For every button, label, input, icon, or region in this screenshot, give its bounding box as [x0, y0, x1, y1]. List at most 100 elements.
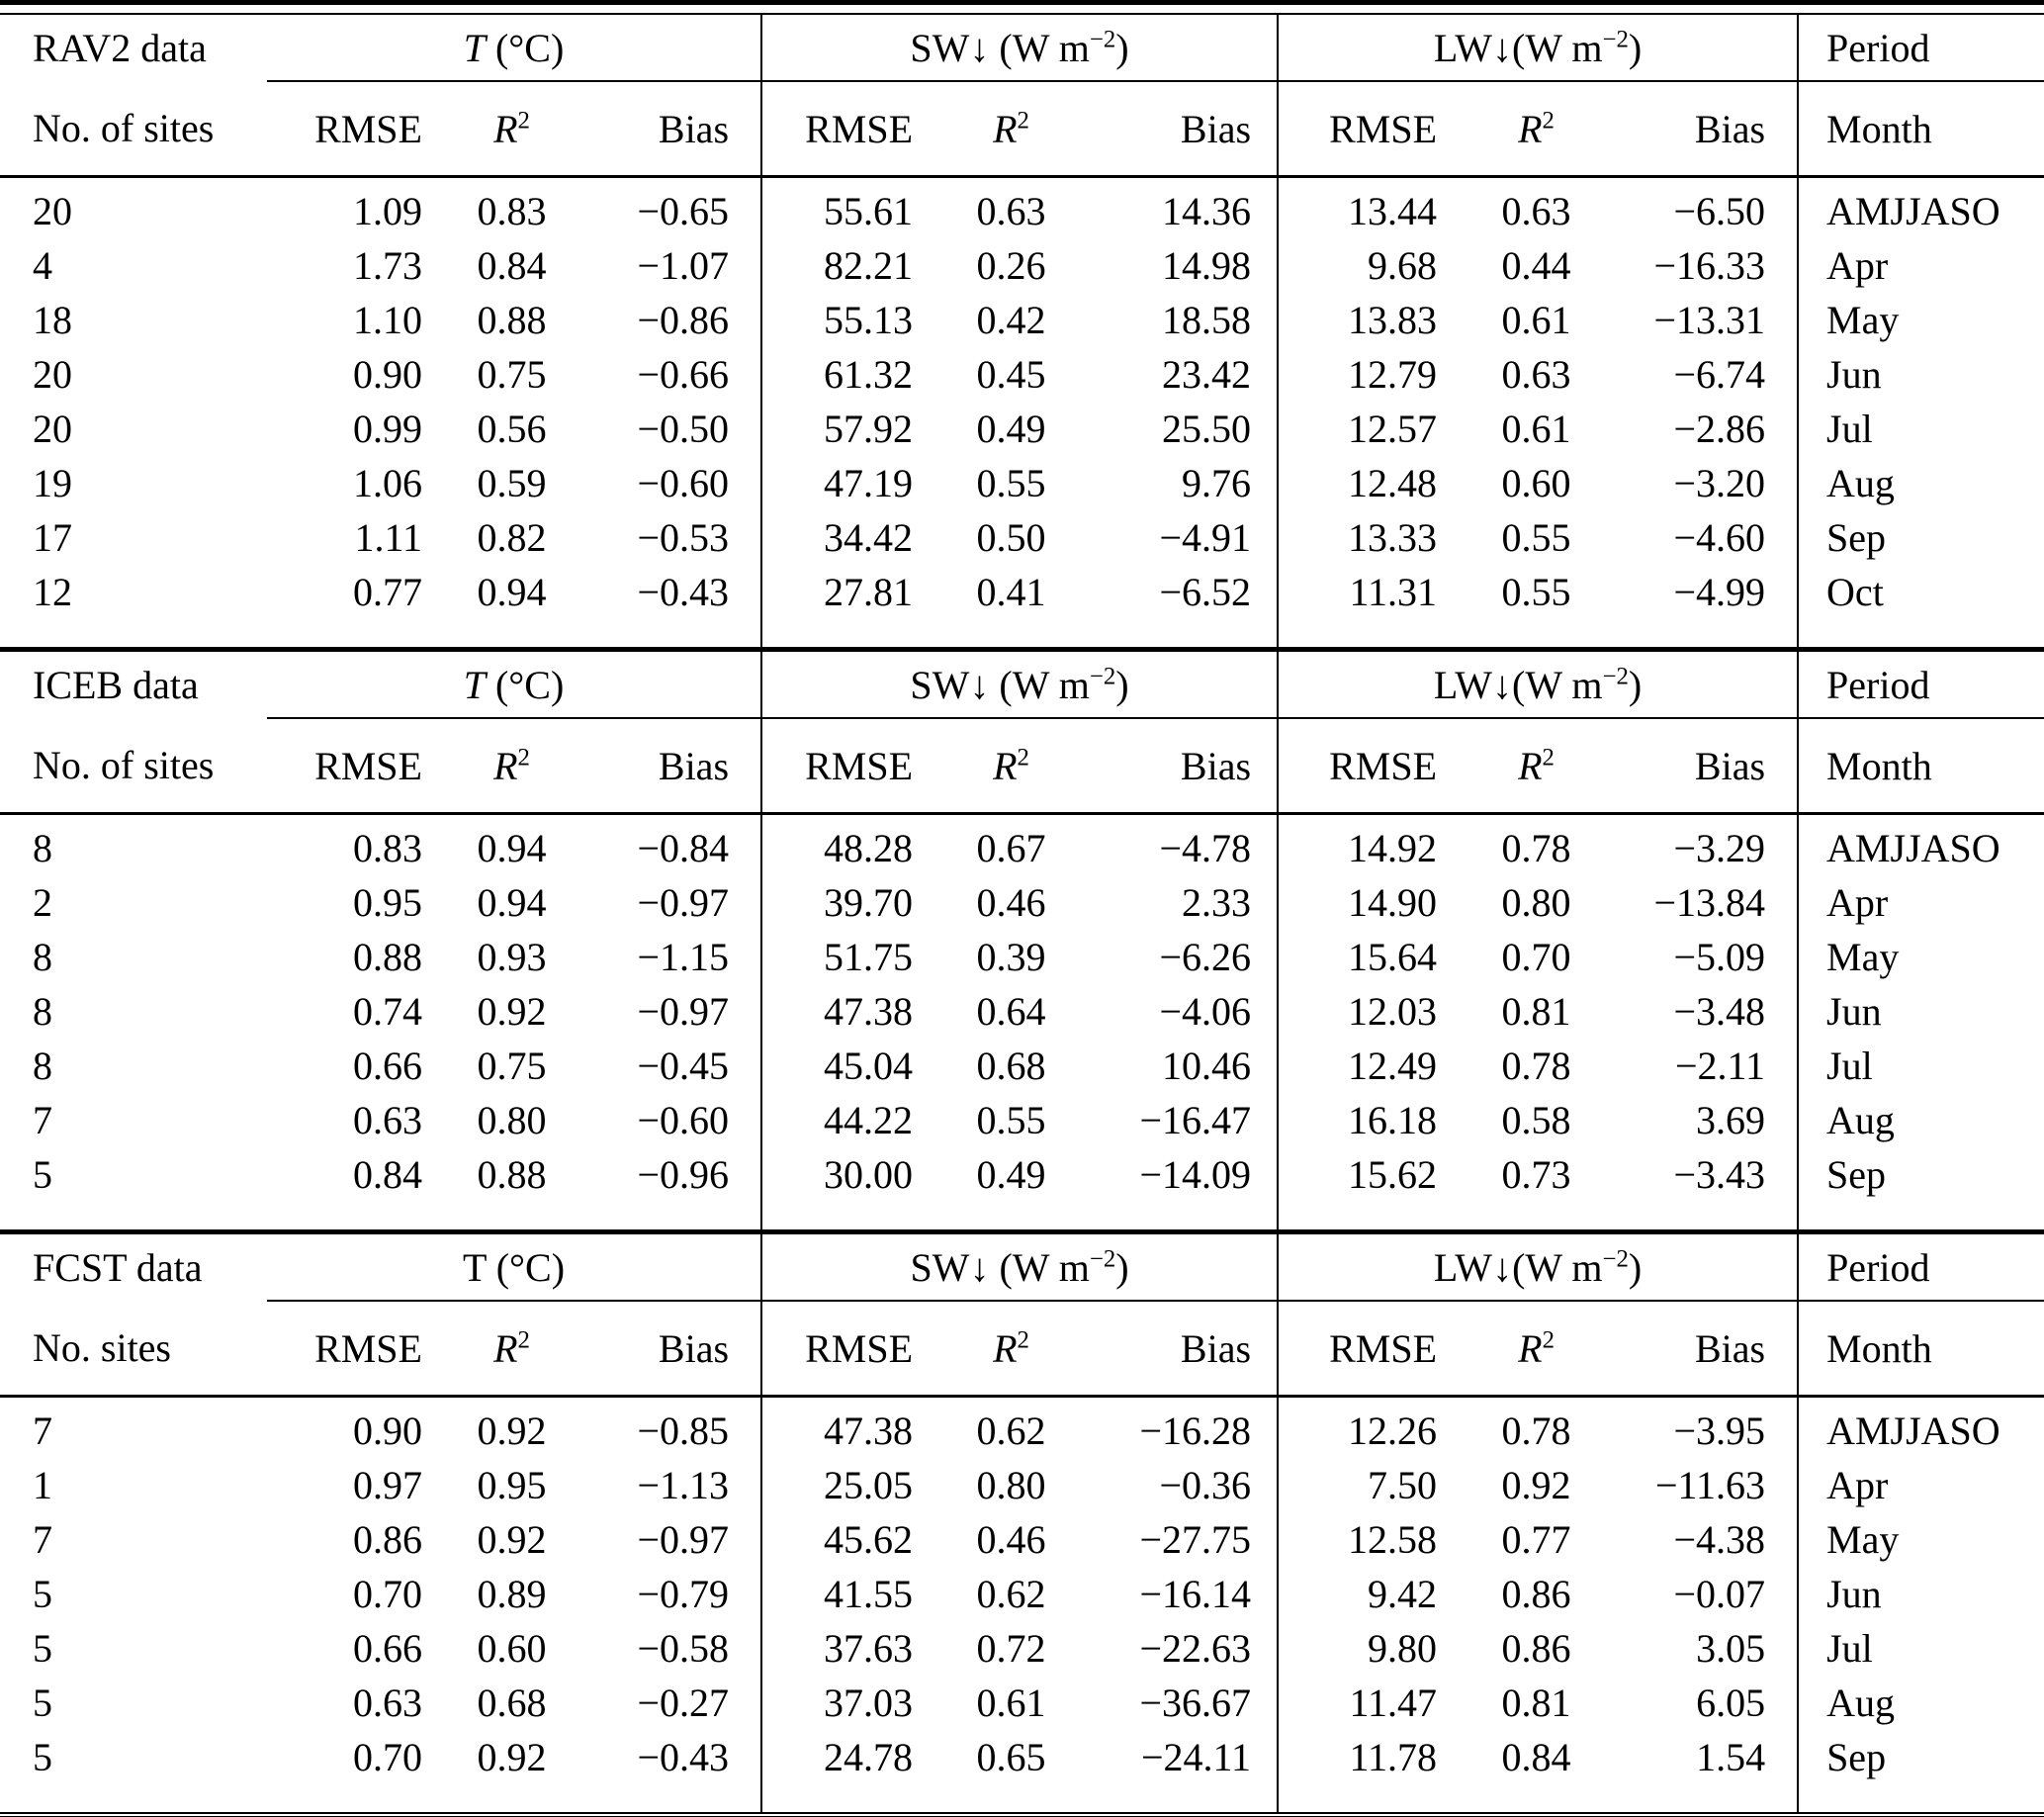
table-row: 8 0.74 0.92 −0.97 47.38 0.64 −4.06 12.03 0.81 −3.… — [0, 984, 2044, 1039]
table-row: 20 1.09 0.83 −0.65 55.61 0.63 14.36 13.44 0.63 −6… — [0, 176, 2044, 238]
cell-site-count: 17 — [33, 515, 72, 560]
cell-t-rmse: 1.73 — [353, 243, 422, 288]
cell-t-rmse: 0.63 — [353, 1098, 422, 1142]
section-label: ICEB data — [33, 663, 199, 707]
table-row: 5 0.70 0.92 −0.43 24.78 0.65 −24.11 11.78 0.84 1.… — [0, 1730, 2044, 1812]
cell-sw-rmse: 37.03 — [760, 1676, 945, 1730]
cell-lw-rmse: 13.83 — [1277, 293, 1471, 347]
t-bias-header: Bias — [583, 718, 762, 815]
cell-month: Jul — [1797, 402, 2044, 456]
temperature-group-header: T (°C) — [267, 15, 762, 82]
cell-lw-r2: 0.92 — [1501, 1463, 1571, 1507]
section-label: RAV2 data — [33, 26, 207, 70]
cell-lw-bias: −16.33 — [1653, 243, 1766, 288]
section-rav2: RAV2 data T (°C) SW↓ (W m−2) LW↓(W m−2) … — [0, 15, 2044, 647]
column-header-row: No. of sites RMSE R2 Bias RMSE R2 Bias R… — [0, 81, 2044, 178]
t-rmse-header: RMSE — [267, 1301, 440, 1398]
table-row: 5 0.66 0.60 −0.58 37.63 0.72 −22.63 9.80 0.86 3.0… — [0, 1621, 2044, 1676]
cell-sw-rmse: 44.22 — [760, 1093, 945, 1147]
lw-rmse-header: RMSE — [1277, 1301, 1471, 1398]
cell-sw-bias: −14.09 — [1139, 1152, 1252, 1197]
cell-t-r2: 0.94 — [477, 880, 547, 925]
cell-month: Sep — [1797, 1147, 2044, 1229]
cell-month: Jun — [1797, 347, 2044, 402]
cell-t-rmse: 0.95 — [353, 880, 422, 925]
cell-sw-rmse: 24.78 — [760, 1730, 945, 1812]
table-row: 7 0.86 0.92 −0.97 45.62 0.46 −27.75 12.58 0.77 −4… — [0, 1512, 2044, 1567]
cell-month: Aug — [1797, 1676, 2044, 1730]
cell-sw-rmse: 37.63 — [760, 1621, 945, 1676]
temperature-group-header: T (°C) — [267, 1234, 762, 1302]
cell-month: Jun — [1797, 984, 2044, 1039]
cell-t-r2: 0.82 — [477, 515, 547, 560]
cell-sw-bias: 14.98 — [1162, 243, 1252, 288]
cell-sw-r2: 0.39 — [976, 935, 1046, 979]
cell-t-rmse: 0.84 — [353, 1152, 422, 1197]
t-rmse-header: RMSE — [267, 81, 440, 178]
sw-r2-header: R2 — [944, 1301, 1079, 1398]
cell-sw-r2: 0.61 — [976, 1681, 1046, 1725]
cell-t-r2: 0.92 — [477, 989, 547, 1034]
cell-lw-rmse: 9.42 — [1277, 1567, 1471, 1621]
cell-sw-rmse: 51.75 — [760, 930, 945, 984]
cell-sw-r2: 0.26 — [976, 243, 1046, 288]
cell-t-bias: −0.97 — [637, 880, 730, 925]
lw-bias-header: Bias — [1602, 718, 1799, 815]
cell-t-rmse: 0.63 — [353, 1681, 422, 1725]
cell-lw-rmse: 12.79 — [1277, 347, 1471, 402]
shortwave-group-header: SW↓ (W m−2) — [760, 652, 1279, 719]
sw-bias-header: Bias — [1078, 718, 1279, 815]
table-row: 12 0.77 0.94 −0.43 27.81 0.41 −6.52 11.31 0.55 −4… — [0, 565, 2044, 647]
cell-site-count: 8 — [33, 826, 52, 870]
rav2-table-body: 20 1.09 0.83 −0.65 55.61 0.63 14.36 13.44 0.63 −6… — [0, 176, 2044, 647]
cell-sw-rmse: 34.42 — [760, 510, 945, 565]
cell-lw-r2: 0.80 — [1501, 880, 1571, 925]
cell-lw-r2: 0.70 — [1501, 935, 1571, 979]
cell-site-count: 8 — [33, 1044, 52, 1088]
cell-sw-bias: 23.42 — [1162, 352, 1252, 397]
cell-t-rmse: 0.99 — [353, 407, 422, 451]
cell-t-rmse: 1.09 — [353, 189, 422, 233]
cell-t-r2: 0.75 — [477, 352, 547, 397]
cell-sw-bias: 18.58 — [1162, 298, 1252, 342]
cell-t-bias: −1.15 — [637, 935, 730, 979]
cell-lw-bias: −4.99 — [1673, 570, 1766, 614]
period-header: Period — [1797, 652, 2044, 719]
sw-bias-header: Bias — [1078, 81, 1279, 178]
cell-t-bias: −0.27 — [637, 1681, 730, 1725]
t-r2-header: R2 — [440, 81, 583, 178]
cell-t-r2: 0.59 — [477, 461, 547, 505]
section-separator-rule — [0, 1229, 2044, 1234]
cell-sw-rmse: 47.19 — [760, 456, 945, 510]
cell-month: Sep — [1797, 1730, 2044, 1812]
cell-sw-bias: −16.14 — [1139, 1572, 1252, 1616]
cell-lw-bias: 3.05 — [1696, 1626, 1766, 1671]
table-row: 7 0.90 0.92 −0.85 47.38 0.62 −16.28 12.26 0.78 −3… — [0, 1396, 2044, 1458]
cell-sw-rmse: 45.04 — [760, 1039, 945, 1093]
cell-t-bias: −0.53 — [637, 515, 730, 560]
cell-t-r2: 0.89 — [477, 1572, 547, 1616]
cell-sw-r2: 0.41 — [976, 570, 1046, 614]
cell-t-bias: −0.65 — [637, 189, 730, 233]
cell-lw-rmse: 14.90 — [1277, 875, 1471, 930]
cell-lw-r2: 0.55 — [1501, 515, 1571, 560]
section-label: FCST data — [33, 1245, 203, 1290]
cell-lw-r2: 0.58 — [1501, 1098, 1571, 1142]
longwave-group-header: LW↓(W m−2) — [1277, 15, 1799, 82]
column-header-row: No. sites RMSE R2 Bias RMSE R2 Bias RMSE… — [0, 1301, 2044, 1398]
cell-t-bias: −0.97 — [637, 989, 730, 1034]
cell-lw-bias: −3.95 — [1673, 1408, 1766, 1453]
cell-lw-r2: 0.44 — [1501, 243, 1571, 288]
cell-lw-r2: 0.78 — [1501, 1044, 1571, 1088]
cell-sw-r2: 0.49 — [976, 407, 1046, 451]
cell-lw-bias: −3.43 — [1673, 1152, 1766, 1197]
lw-r2-header: R2 — [1470, 81, 1603, 178]
cell-sw-r2: 0.68 — [976, 1044, 1046, 1088]
sw-r2-header: R2 — [944, 81, 1079, 178]
cell-lw-r2: 0.81 — [1501, 1681, 1571, 1725]
group-header-row: ICEB data T (°C) SW↓ (W m−2) LW↓(W m−2) … — [0, 652, 2044, 719]
cell-month: Aug — [1797, 456, 2044, 510]
table-row: 4 1.73 0.84 −1.07 82.21 0.26 14.98 9.68 0.44 −16.… — [0, 238, 2044, 293]
cell-lw-bias: −13.31 — [1653, 298, 1766, 342]
